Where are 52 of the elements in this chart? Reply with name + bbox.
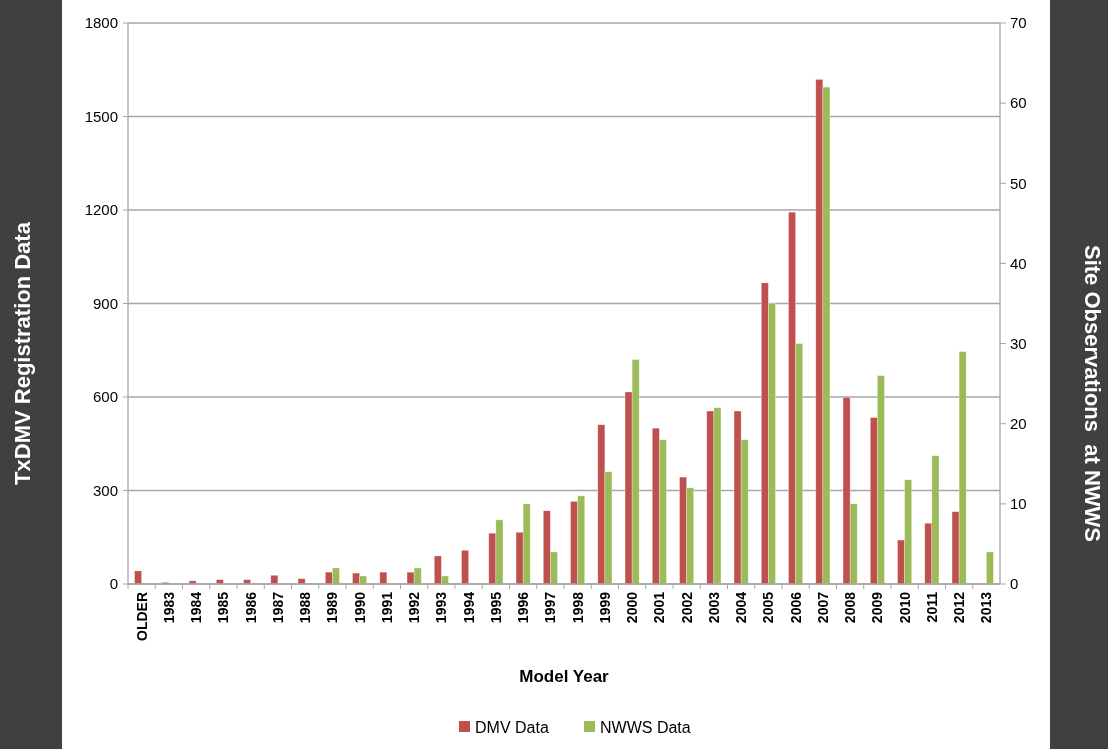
y-axis-title: TxDMV Registration Data bbox=[10, 221, 35, 485]
x-tick-label: 1998 bbox=[569, 591, 586, 624]
y2-tick-label: 20 bbox=[1010, 414, 1027, 432]
y2-axis-title: Site Observations at NWWS bbox=[1080, 244, 1105, 543]
x-tick-label: 1996 bbox=[515, 591, 532, 624]
y-tick-label: 0 bbox=[109, 575, 118, 593]
y-tick-label: 600 bbox=[92, 388, 118, 406]
x-tick-label: 1990 bbox=[351, 591, 368, 624]
x-tick-label: 2007 bbox=[814, 591, 831, 624]
x-tick-label: 2000 bbox=[624, 591, 641, 624]
y2-tick-label: 50 bbox=[1010, 174, 1027, 192]
y2-tick-label: 30 bbox=[1010, 334, 1027, 352]
x-tick-label: 1995 bbox=[487, 591, 504, 624]
x-tick-label: 2004 bbox=[733, 591, 750, 624]
x-tick-label: 2005 bbox=[760, 591, 777, 624]
legend-label: NWWS Data bbox=[600, 718, 691, 736]
x-tick-label: 1989 bbox=[324, 591, 341, 624]
x-tick-label: 1986 bbox=[242, 591, 259, 624]
x-tick-label: 2011 bbox=[923, 591, 940, 623]
x-tick-label: 2003 bbox=[705, 591, 722, 624]
x-tick-label: 1984 bbox=[188, 591, 205, 624]
y2-tick-label: 60 bbox=[1010, 94, 1027, 112]
x-tick-label: 1994 bbox=[460, 591, 477, 624]
x-tick-label: 1999 bbox=[596, 591, 613, 624]
x-tick-label: 2006 bbox=[787, 591, 804, 624]
x-tick-label: 2012 bbox=[951, 591, 968, 624]
y-tick-label: 1800 bbox=[84, 14, 118, 32]
x-tick-label: 1987 bbox=[269, 591, 286, 624]
x-tick-label: 1983 bbox=[160, 591, 177, 624]
y2-tick-label: 10 bbox=[1010, 495, 1027, 513]
x-tick-label: 1988 bbox=[297, 591, 314, 624]
y2-tick-label: 70 bbox=[1010, 14, 1027, 32]
y-tick-label: 900 bbox=[92, 294, 118, 312]
y-tick-label: 1200 bbox=[84, 201, 118, 219]
y2-tick-label: 0 bbox=[1010, 575, 1019, 593]
x-tick-label: 2008 bbox=[842, 591, 859, 624]
x-tick-label: 1985 bbox=[215, 591, 232, 624]
x-tick-label: 2010 bbox=[896, 591, 913, 624]
x-tick-label: 2009 bbox=[869, 591, 886, 624]
x-tick-label: 1993 bbox=[433, 591, 450, 624]
x-tick-label: 1997 bbox=[542, 591, 559, 624]
y2-tick-label: 40 bbox=[1010, 254, 1027, 272]
y-tick-label: 1500 bbox=[84, 107, 118, 125]
y-tick-label: 300 bbox=[92, 481, 118, 499]
x-tick-label: OLDER bbox=[133, 592, 150, 641]
x-tick-label: 1991 bbox=[378, 591, 395, 624]
x-tick-label: 2013 bbox=[978, 591, 995, 624]
x-tick-label: 2001 bbox=[651, 591, 668, 624]
x-axis-title: Model Year bbox=[519, 667, 610, 686]
x-tick-label: 2002 bbox=[678, 591, 695, 624]
x-tick-label: 1992 bbox=[406, 591, 423, 624]
legend-label: DMV Data bbox=[475, 718, 549, 736]
